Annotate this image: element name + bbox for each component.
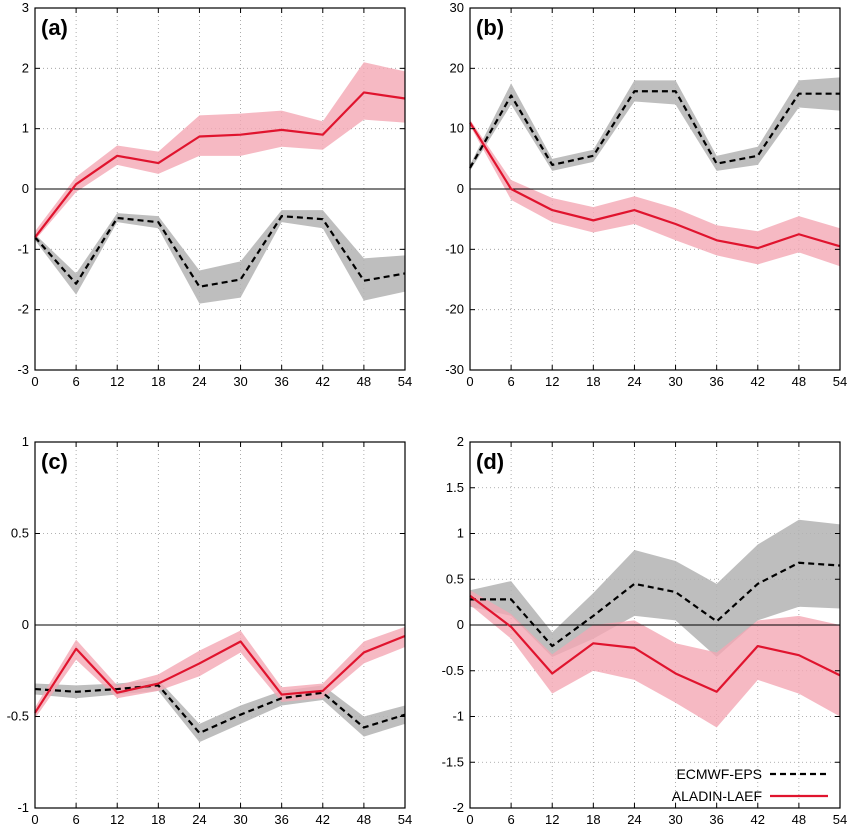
y-tick-label: -0.5 <box>7 709 29 724</box>
x-tick-label: 48 <box>792 812 806 827</box>
x-tick-label: 18 <box>586 374 600 389</box>
x-tick-label: 18 <box>151 374 165 389</box>
y-tick-label: 3 <box>22 0 29 15</box>
x-tick-label: 18 <box>151 812 165 827</box>
x-tick-label: 36 <box>274 812 288 827</box>
y-tick-label: 0 <box>457 617 464 632</box>
x-tick-label: 48 <box>357 812 371 827</box>
x-tick-label: 30 <box>233 374 247 389</box>
aladin-series-line <box>34 634 406 714</box>
x-tick-label: 0 <box>31 812 38 827</box>
x-tick-label: 42 <box>751 812 765 827</box>
y-tick-label: 0 <box>22 181 29 196</box>
aladin-spread-band <box>35 626 405 719</box>
ecmwf-spread-band <box>470 519 840 658</box>
y-tick-label: 30 <box>450 0 464 15</box>
x-tick-label: 36 <box>274 374 288 389</box>
aladin-series-line <box>34 91 406 238</box>
aladin-spread-band <box>35 62 405 241</box>
x-tick-label: 30 <box>668 374 682 389</box>
panel-label: (b) <box>476 15 504 40</box>
x-tick-label: 42 <box>751 374 765 389</box>
x-tick-label: 0 <box>466 374 473 389</box>
y-tick-label: 1 <box>22 434 29 449</box>
aladin-spread-band <box>470 119 840 267</box>
x-tick-label: 6 <box>507 812 514 827</box>
x-tick-label: 54 <box>833 812 847 827</box>
y-tick-label: 10 <box>450 121 464 136</box>
x-tick-label: 36 <box>709 374 723 389</box>
panel-b: 0 6 12 18 24 30 36 42 48 54 -30 -20 -10 0 10 20 30 (b) <box>445 0 847 389</box>
y-tick-label: 1 <box>457 526 464 541</box>
ecmwf-series-line <box>34 684 406 735</box>
y-tick-label: -0.5 <box>442 663 464 678</box>
y-tick-label: -2 <box>452 800 464 815</box>
x-tick-label: 42 <box>316 812 330 827</box>
y-tick-label: 1.5 <box>446 480 464 495</box>
x-tick-label: 54 <box>833 374 847 389</box>
y-tick-label: -10 <box>445 241 464 256</box>
x-tick-label: 48 <box>792 374 806 389</box>
panel-c: 0 6 12 18 24 30 36 42 48 54 -1 -0.5 0 0.5 1 (c) <box>7 434 413 827</box>
aladin-series-line <box>469 122 841 250</box>
ecmwf-spread-band <box>35 210 405 304</box>
y-tick-label: 2 <box>22 60 29 75</box>
panel-label: (c) <box>41 449 68 474</box>
aladin-spread-band <box>470 590 840 728</box>
y-tick-label: -20 <box>445 302 464 317</box>
x-tick-label: 54 <box>398 374 412 389</box>
panel-d: 0 6 12 18 24 30 36 42 48 54 -2 -1.5 -1 -0.5 0 0.5 1 1.5 2 (… <box>442 434 848 827</box>
aladin-series-line <box>469 594 841 693</box>
y-tick-label: 0 <box>457 181 464 196</box>
y-tick-label: -30 <box>445 362 464 377</box>
x-tick-label: 48 <box>357 374 371 389</box>
x-tick-label: 12 <box>545 812 559 827</box>
x-tick-label: 24 <box>192 374 206 389</box>
y-tick-label: 1 <box>22 121 29 136</box>
x-tick-label: 6 <box>507 374 514 389</box>
x-tick-label: 24 <box>627 374 641 389</box>
y-tick-label: -1 <box>17 241 29 256</box>
x-tick-label: 30 <box>233 812 247 827</box>
x-tick-label: 24 <box>627 812 641 827</box>
x-tick-label: 6 <box>72 374 79 389</box>
y-tick-label: 0.5 <box>11 526 29 541</box>
x-tick-label: 12 <box>545 374 559 389</box>
x-tick-label: 0 <box>31 374 38 389</box>
ecmwf-series-line <box>34 215 406 288</box>
y-tick-label: 20 <box>450 60 464 75</box>
ecmwf-series-line <box>469 90 840 169</box>
x-tick-label: 18 <box>586 812 600 827</box>
y-tick-label: -1 <box>452 709 464 724</box>
legend-label: ALADIN-LAEF <box>672 788 762 804</box>
y-tick-label: 2 <box>457 434 464 449</box>
y-tick-label: 0.5 <box>446 571 464 586</box>
x-tick-label: 0 <box>466 812 473 827</box>
y-tick-label: 0 <box>22 617 29 632</box>
y-tick-label: -1.5 <box>442 754 464 769</box>
x-tick-label: 30 <box>668 812 682 827</box>
y-tick-label: -3 <box>17 362 29 377</box>
x-tick-label: 24 <box>192 812 206 827</box>
legend-label: ECMWF-EPS <box>676 766 762 782</box>
x-tick-label: 54 <box>398 812 412 827</box>
panel-label: (d) <box>476 449 504 474</box>
x-tick-label: 42 <box>316 374 330 389</box>
ecmwf-series-line <box>470 561 841 648</box>
x-tick-label: 36 <box>709 812 723 827</box>
legend: ECMWF-EPS ALADIN-LAEF <box>672 766 828 804</box>
panel-label: (a) <box>41 15 68 40</box>
y-tick-label: -2 <box>17 302 29 317</box>
x-tick-label: 12 <box>110 812 124 827</box>
x-tick-label: 12 <box>110 374 124 389</box>
ecmwf-spread-band <box>470 77 840 171</box>
y-tick-label: -1 <box>17 800 29 815</box>
x-tick-label: 6 <box>72 812 79 827</box>
